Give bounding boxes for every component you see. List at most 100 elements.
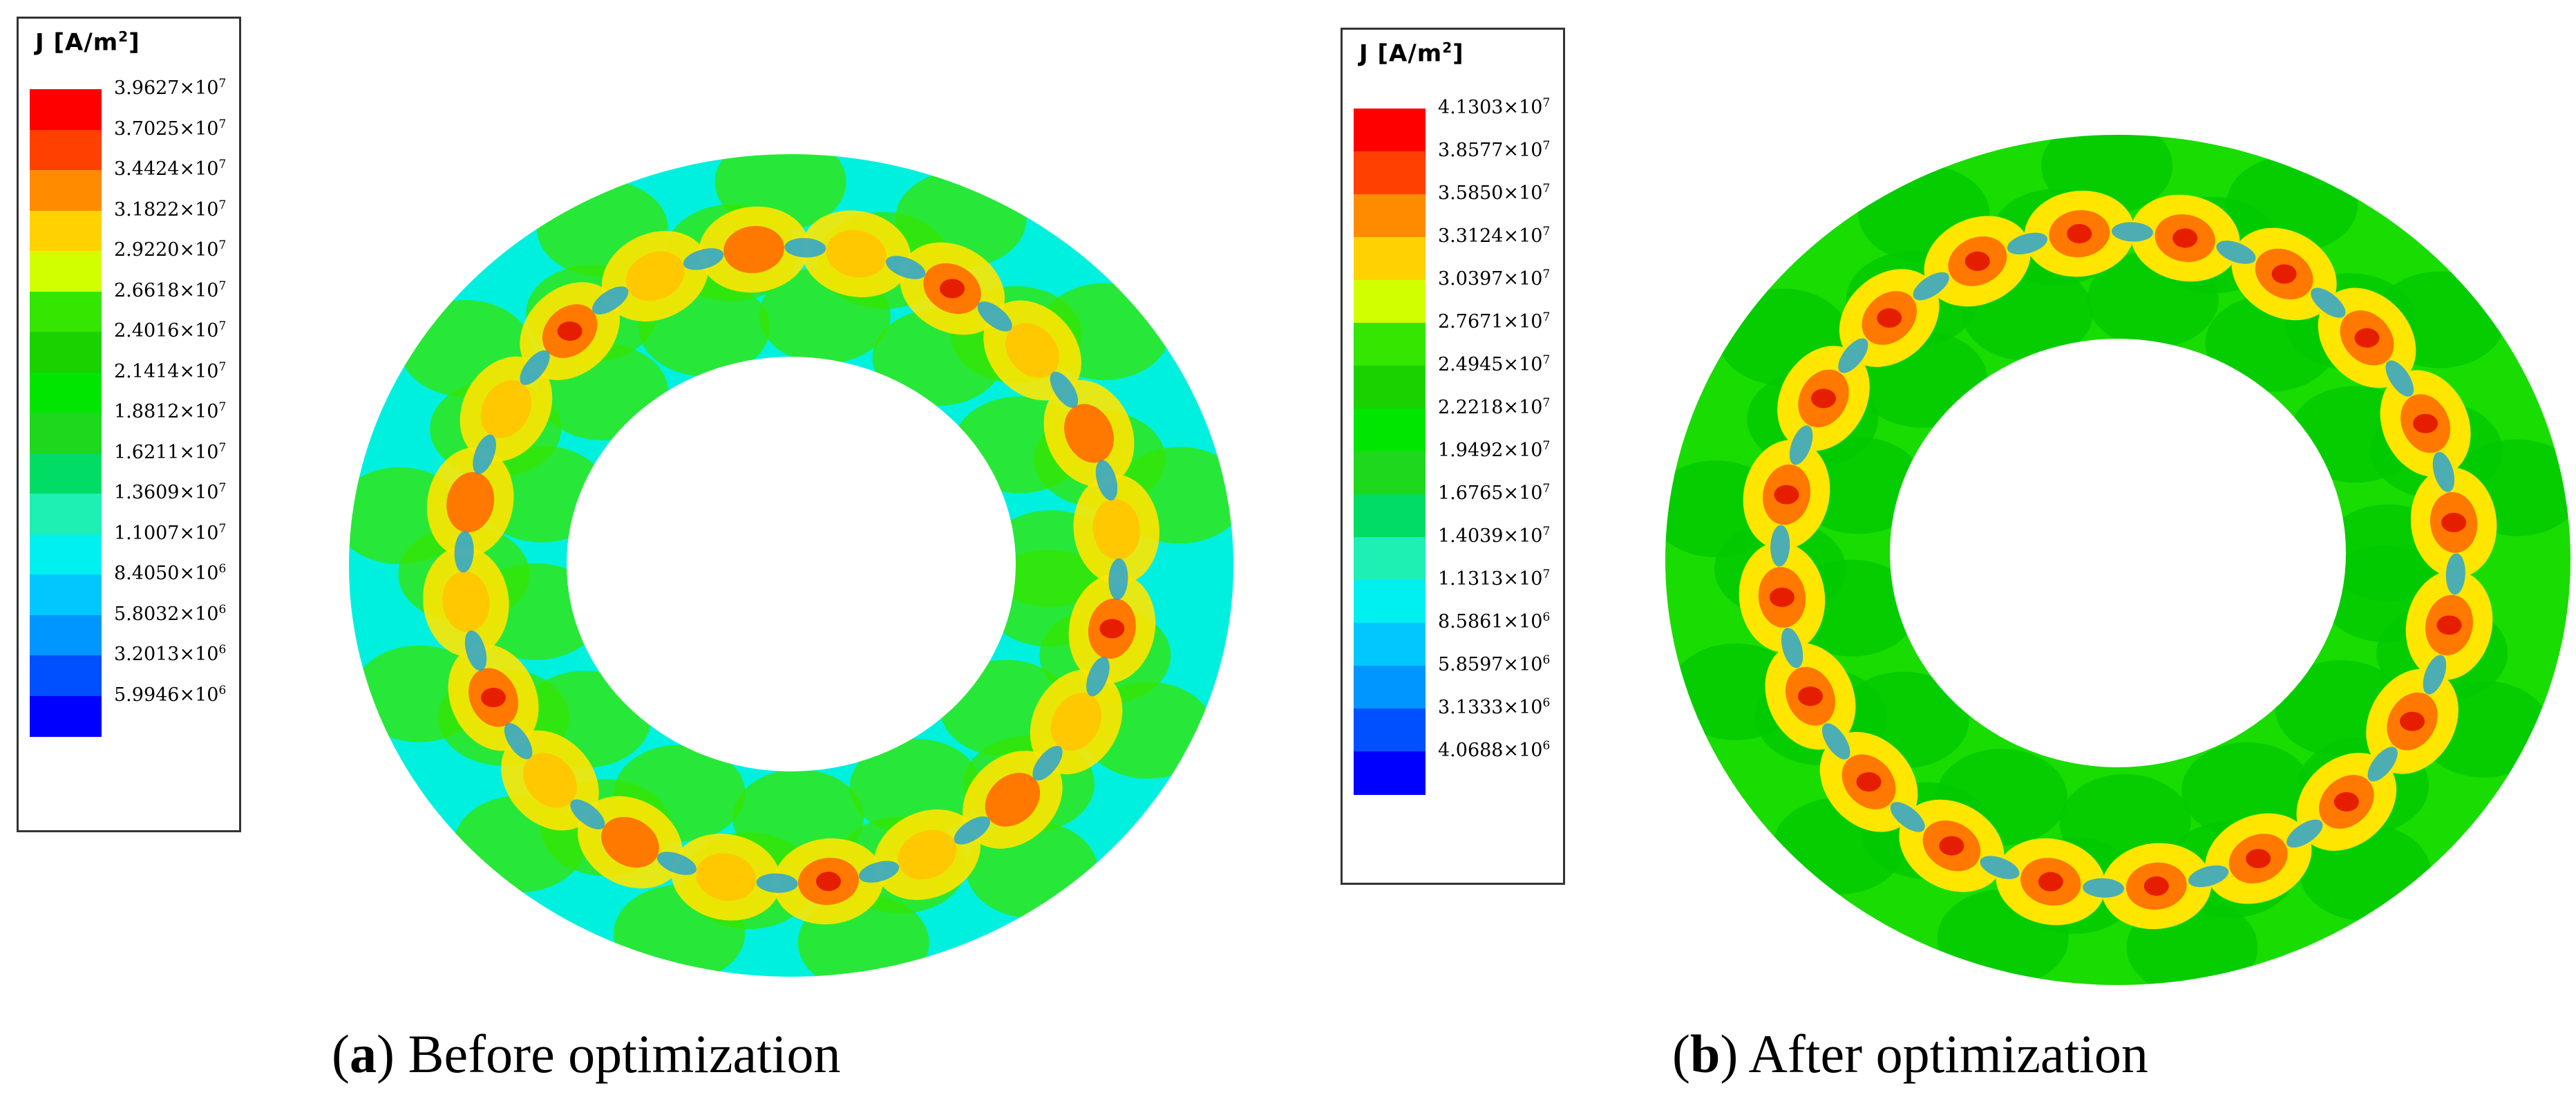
low-density-speck: [2385, 360, 2414, 397]
low-density-speck: [2311, 288, 2346, 318]
color-swatch: [30, 372, 102, 413]
hotspot-peak: [1099, 619, 1125, 639]
hotspot-peak: [2413, 413, 2438, 433]
hotspot-peak: [1811, 388, 1837, 409]
caption-before: (a) Before optimization: [332, 1024, 841, 1084]
color-swatch: [1354, 151, 1426, 195]
hotspot-core: [1050, 693, 1102, 751]
color-swatch: [30, 695, 102, 737]
hotspot-core: [985, 773, 1041, 827]
legend-tick-label: 1.1007×107: [114, 521, 227, 544]
hotspot-core: [898, 830, 957, 880]
field-patch: [895, 170, 1027, 268]
legend-tick-label: 3.1333×106: [1438, 696, 1551, 718]
color-swatch: [30, 332, 102, 373]
low-density-speck: [1108, 558, 1128, 600]
legend-tick-label: 3.3124×107: [1438, 225, 1551, 247]
color-swatch: [1354, 280, 1426, 324]
color-swatch: [1354, 537, 1426, 581]
hotspot-core: [446, 471, 495, 533]
low-density-speck: [756, 873, 798, 893]
color-swatch: [1354, 494, 1426, 538]
color-swatch: [30, 291, 102, 332]
color-swatch: [1354, 709, 1426, 752]
low-density-speck: [1095, 460, 1118, 500]
legend-tick-label: 8.4050×106: [114, 562, 227, 584]
hotspot-peak: [2038, 872, 2063, 892]
hotspot-core: [826, 229, 887, 278]
low-density-speck: [592, 286, 629, 315]
color-swatch: [30, 655, 102, 697]
low-density-speck: [454, 531, 474, 573]
low-density-speck: [656, 852, 697, 875]
color-swatch: [1354, 323, 1426, 366]
low-density-speck: [2367, 747, 2398, 782]
legend-tick-label: 1.8812×107: [114, 400, 227, 422]
legend-tick-label: 2.2218×107: [1438, 396, 1551, 418]
low-density-speck: [1050, 371, 1079, 409]
legend-tick-label: 1.4039×107: [1438, 525, 1551, 547]
low-density-speck: [886, 256, 926, 279]
legend-tick-label: 1.6765×107: [1438, 482, 1551, 504]
legend-tick-label: 1.1313×107: [1438, 568, 1551, 590]
low-density-speck: [2286, 819, 2323, 848]
hotspot-peak: [2246, 849, 2271, 869]
low-density-speck: [473, 434, 496, 474]
legend-tick-label: 2.1414×107: [114, 359, 227, 382]
low-density-speck: [2423, 655, 2447, 695]
legend-tick-label: 2.4945×107: [1438, 353, 1551, 375]
color-swatch: [30, 251, 102, 292]
hotspot-core: [1064, 404, 1114, 463]
color-swatch: [30, 574, 102, 616]
hotspot-core: [1005, 323, 1059, 378]
legend-tick-label: 3.8577×107: [1438, 139, 1551, 161]
color-swatch: [30, 534, 102, 575]
current-density-ring-after: [1658, 131, 2576, 995]
low-density-speck: [2432, 451, 2455, 492]
color-swatch: [30, 129, 102, 171]
color-swatch: [1354, 580, 1426, 624]
color-swatch: [1354, 366, 1426, 409]
legend-tick-label: 4.1303×107: [1438, 96, 1551, 118]
legend-tick-label: 8.5861×106: [1438, 610, 1551, 632]
legend-tick-label: 3.4424×107: [114, 158, 227, 180]
hotspot-peak: [1769, 588, 1794, 608]
legend-tick-label: 2.7671×107: [1438, 310, 1551, 332]
color-swatch: [30, 413, 102, 454]
color-swatch: [1354, 194, 1426, 238]
legend-tick-label: 4.0688×106: [1438, 739, 1551, 761]
hotspot-peak: [1797, 686, 1823, 706]
color-swatch: [30, 615, 102, 656]
color-swatch: [1354, 623, 1426, 666]
low-density-speck: [1913, 272, 1949, 301]
legend-tick-label: 2.9220×107: [114, 238, 227, 261]
legend-after: J [A/m2] 4.1303×107 3.8577×107 3.5850×107 3…: [1341, 28, 1565, 885]
legend-tick-label: 3.2013×106: [114, 643, 227, 665]
hotspot-peak: [557, 321, 583, 341]
legend-tick-label: 3.1822×107: [114, 198, 227, 221]
legend-tick-label: 2.4016×107: [114, 319, 227, 341]
color-swatch: [30, 453, 102, 494]
hotspot-peak: [2143, 876, 2169, 896]
hotspot-peak: [2399, 711, 2425, 731]
field-patch: [2226, 156, 2358, 253]
current-density-ring-before: [345, 151, 1237, 980]
low-density-speck: [2188, 865, 2229, 888]
low-density-speck: [1980, 856, 2020, 879]
low-density-speck: [520, 350, 550, 385]
legend-tick-label: 5.8032×106: [114, 602, 227, 625]
hotspot-peak: [2172, 228, 2198, 248]
legend-title: J [A/m2]: [1359, 39, 1464, 68]
low-density-speck: [858, 861, 900, 883]
color-swatch: [1354, 451, 1426, 495]
color-swatch: [1354, 409, 1426, 452]
legend-tick-label: 3.9627×107: [114, 77, 227, 99]
low-density-speck: [977, 301, 1012, 332]
hotspot-peak: [1964, 251, 1990, 271]
hotspot-peak: [2441, 512, 2467, 532]
legend-tick-label: 3.5850×107: [1438, 182, 1551, 204]
color-swatch: [1354, 751, 1426, 795]
low-density-speck: [1781, 628, 1803, 668]
low-density-speck: [784, 238, 826, 258]
legend-tick-label: 5.8597×106: [1438, 653, 1551, 675]
